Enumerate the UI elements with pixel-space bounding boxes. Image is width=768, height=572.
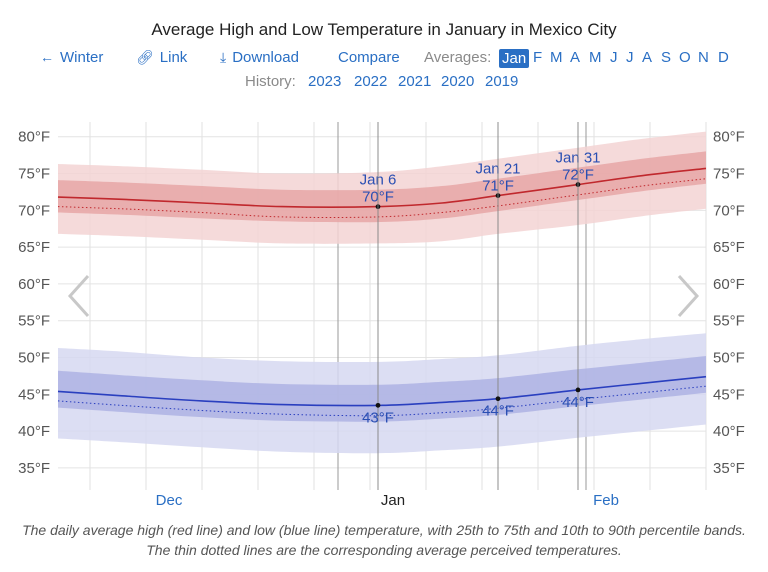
- link-button[interactable]: 🔗︎ Link: [136, 49, 187, 66]
- y-tick-right-80: 80°F: [713, 129, 745, 146]
- download-label: Download: [232, 49, 299, 66]
- month-sep[interactable]: S: [661, 49, 672, 66]
- month-apr[interactable]: A: [570, 49, 581, 66]
- annotation-dot-4: [495, 396, 501, 402]
- y-tick-left-50: 50°F: [18, 350, 50, 367]
- toolbar: ← Winter 🔗︎ Link ⤓ Download Compare Average…: [0, 49, 768, 71]
- y-tick-right-60: 60°F: [713, 276, 745, 293]
- y-tick-right-55: 55°F: [713, 313, 745, 330]
- history-bar: History: 2023 2022 2021 2020 2019: [0, 73, 768, 93]
- x-tick-feb: Feb: [593, 492, 619, 509]
- y-tick-left-40: 40°F: [18, 423, 50, 440]
- month-jan[interactable]: Jan: [499, 49, 530, 68]
- chart-title: Average High and Low Temperature in Janu…: [151, 20, 617, 39]
- compare-button[interactable]: Compare: [338, 49, 400, 66]
- averages-label: Averages:: [424, 49, 492, 66]
- low-line: [57, 375, 707, 407]
- history-year-2023[interactable]: 2023: [308, 73, 342, 90]
- download-button[interactable]: ⤓ Download: [220, 49, 299, 66]
- x-tick-jan: Jan: [381, 492, 405, 509]
- y-tick-left-45: 45°F: [18, 386, 50, 403]
- y-tick-left-75: 75°F: [18, 166, 50, 183]
- download-icon: ⤓: [220, 49, 227, 65]
- month-nov[interactable]: N: [698, 49, 709, 66]
- winter-label: Winter: [60, 49, 104, 66]
- left-arrow-icon: ←: [40, 49, 54, 65]
- annotation-value-5: 44°F: [562, 394, 594, 411]
- month-dec[interactable]: D: [718, 49, 729, 66]
- history-year-2019[interactable]: 2019: [485, 73, 519, 90]
- y-tick-left-80: 80°F: [18, 129, 50, 146]
- history-label: History:: [245, 73, 296, 90]
- month-may[interactable]: M: [589, 49, 602, 66]
- chart-caption: The daily average high (red line) and lo…: [22, 522, 746, 558]
- y-tick-right-50: 50°F: [713, 350, 745, 367]
- winter-button[interactable]: ← Winter: [40, 49, 103, 66]
- y-tick-left-35: 35°F: [18, 460, 50, 477]
- y-tick-right-35: 35°F: [713, 460, 745, 477]
- month-jun[interactable]: J: [610, 49, 618, 66]
- history-year-2022[interactable]: 2022: [354, 73, 388, 90]
- y-tick-right-70: 70°F: [713, 202, 745, 219]
- annotation-value-4: 44°F: [482, 403, 514, 420]
- link-label: Link: [159, 49, 188, 66]
- x-tick-dec: Dec: [156, 492, 183, 509]
- month-jul[interactable]: J: [626, 49, 634, 66]
- month-aug[interactable]: A: [642, 49, 653, 66]
- y-tick-right-45: 45°F: [713, 386, 745, 403]
- history-year-2021[interactable]: 2021: [398, 73, 432, 90]
- annotation-dot-5: [575, 387, 581, 393]
- month-oct[interactable]: O: [679, 49, 691, 66]
- annotation-dot-3: [375, 402, 381, 408]
- annotation-value-3: 43°F: [362, 409, 394, 426]
- chevron-left-icon[interactable]: [67, 274, 90, 318]
- low-band-25-75: [58, 356, 706, 422]
- y-tick-left-60: 60°F: [18, 276, 50, 293]
- y-tick-left-55: 55°F: [18, 313, 50, 330]
- history-year-2020[interactable]: 2020: [441, 73, 475, 90]
- y-tick-right-40: 40°F: [713, 423, 745, 440]
- y-tick-right-65: 65°F: [713, 239, 745, 256]
- y-tick-left-70: 70°F: [18, 202, 50, 219]
- y-tick-left-65: 65°F: [18, 239, 50, 256]
- link-icon: 🔗︎: [136, 49, 154, 65]
- month-mar[interactable]: M: [550, 49, 563, 66]
- high-line: [57, 167, 707, 208]
- y-tick-right-75: 75°F: [713, 166, 745, 183]
- month-feb[interactable]: F: [533, 49, 543, 66]
- chevron-right-icon[interactable]: [677, 274, 700, 318]
